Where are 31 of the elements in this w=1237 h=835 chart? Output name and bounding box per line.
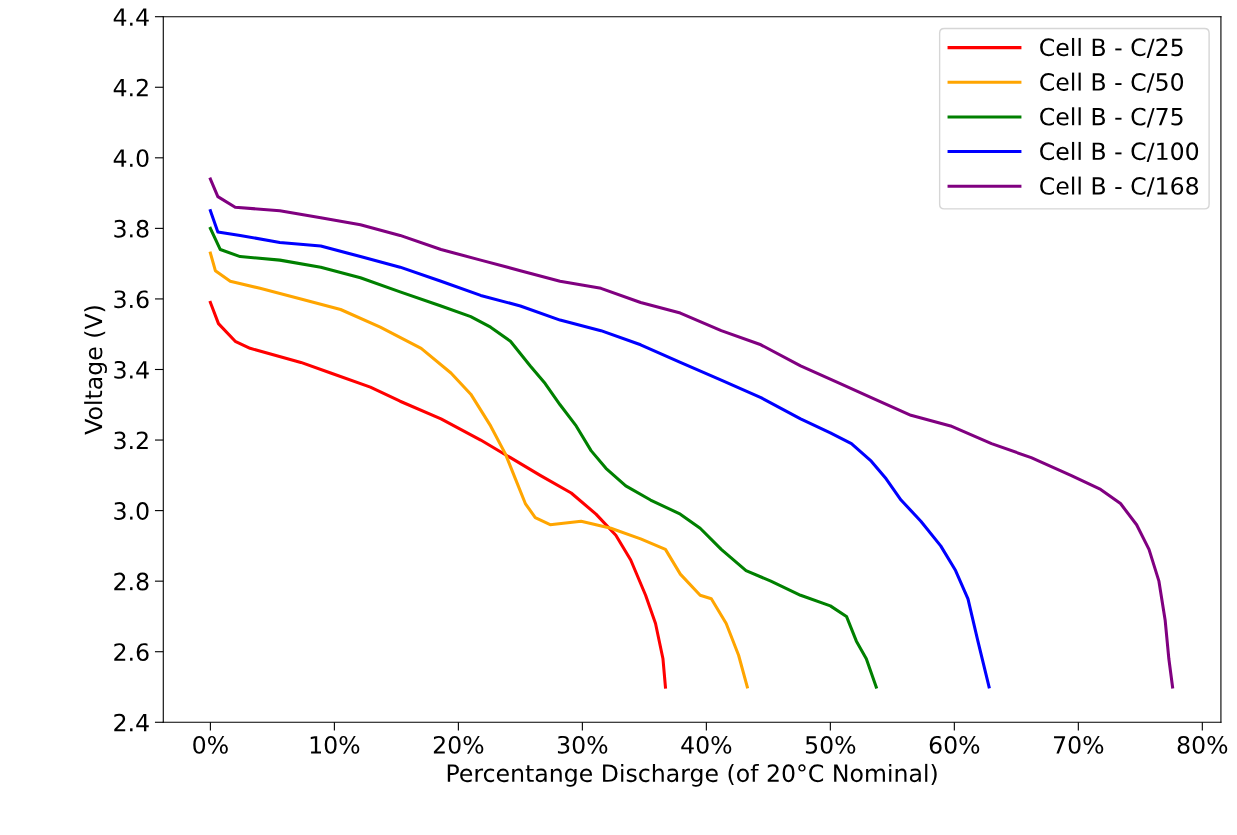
line-series [208, 251, 749, 689]
x-tick-label: 60% [929, 735, 980, 754]
y-tick-label: 3.0 [114, 502, 149, 520]
x-tick-label: 0% [193, 735, 228, 754]
y-tick-label: 3.8 [114, 219, 149, 238]
x-tick-label: 30% [557, 735, 608, 754]
x-tick-label: 80% [1177, 735, 1228, 754]
y-axis-title: Voltage (V) [84, 306, 107, 435]
y-tick-label: 3.6 [114, 290, 149, 309]
y-tick-label: 4.4 [113, 8, 149, 26]
y-tick-label: 2.6 [114, 643, 149, 662]
y-tick-label: 2.8 [114, 572, 149, 591]
x-tick-label: 20% [433, 735, 484, 754]
x-tick-label: 40% [681, 735, 732, 754]
legend-label: Cell B - C/168 [1040, 176, 1199, 197]
legend-label: Cell B - C/50 [1040, 72, 1184, 93]
legend-label: Cell B - C/25 [1040, 37, 1183, 59]
line-series [208, 226, 878, 689]
y-tick-label: 3.4 [114, 360, 149, 379]
x-tick-label: 70% [1054, 735, 1104, 754]
y-tick-label: 2.4 [114, 713, 149, 732]
x-axis-title: Percentange Discharge (of 20°C Nominal) [447, 763, 937, 787]
legend-label: Cell B - C/75 [1040, 107, 1183, 128]
x-tick-label: 10% [310, 735, 360, 754]
line-series [208, 209, 991, 689]
legend-label: Cell B - C/100 [1040, 141, 1199, 163]
x-tick-label: 50% [805, 735, 856, 754]
line-series [208, 300, 667, 689]
y-tick-label: 3.2 [114, 431, 148, 450]
y-tick-label: 4.0 [113, 149, 149, 168]
y-tick-label: 4.2 [113, 78, 148, 97]
